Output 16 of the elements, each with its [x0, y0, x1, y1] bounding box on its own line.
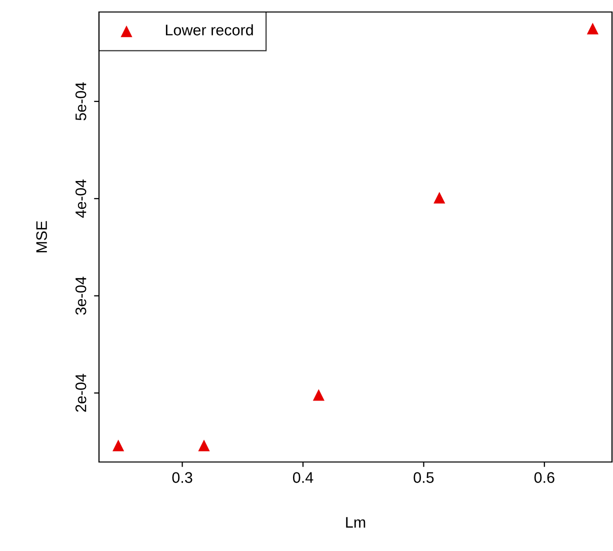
y-tick-label: 2e-04	[75, 374, 86, 412]
point	[112, 440, 124, 452]
y-axis-title: MSE	[36, 221, 48, 252]
x-tick-label: 0.4	[292, 472, 314, 483]
y-tick-label: 4e-04	[75, 180, 86, 218]
y-tick-label: 5e-04	[75, 82, 86, 120]
x-tick-label: 0.5	[414, 472, 434, 483]
point	[434, 192, 446, 204]
y-tick-label: 3e-04	[75, 276, 86, 315]
point	[198, 440, 210, 452]
point	[312, 389, 324, 401]
legend-label: Lower record	[166, 24, 253, 36]
point	[586, 22, 598, 34]
x-tick-label: 0.3	[172, 472, 192, 483]
x-axis-title: Lm	[346, 517, 366, 528]
x-tick-label: 0.6	[534, 472, 554, 483]
